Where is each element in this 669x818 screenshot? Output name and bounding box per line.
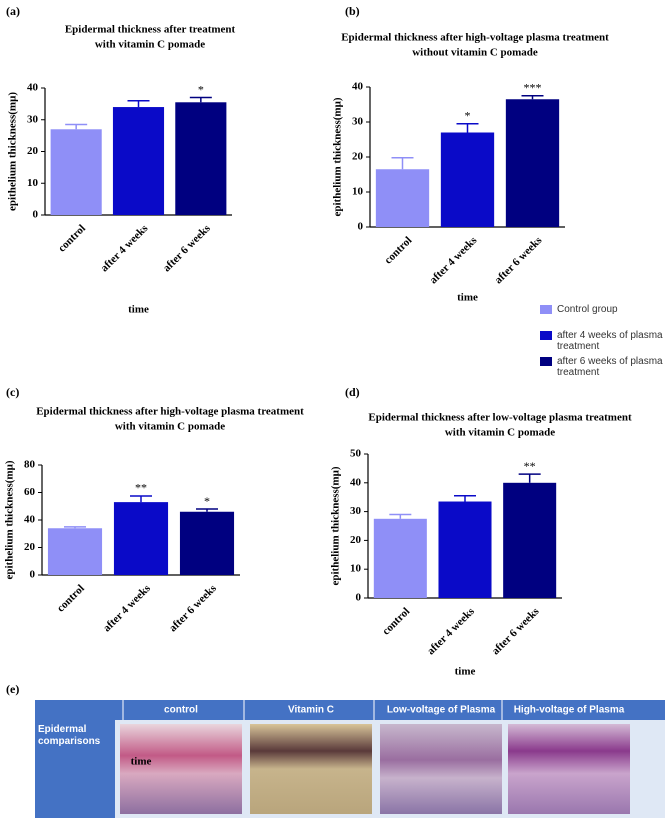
legend-entry: after 6 weeks of plasma treatment <box>557 356 663 378</box>
y-tick-label: 20 <box>352 151 364 163</box>
histology-image <box>120 724 242 814</box>
chart-title: with vitamin C pomade <box>445 427 555 439</box>
table-panel: (e) control Vitamin C Low-voltage of Plasm… <box>6 682 665 818</box>
x-axis-label: time <box>457 292 478 304</box>
y-tick-label: 10 <box>27 177 39 189</box>
panel-label: (a) <box>6 4 20 18</box>
x-tick-label: after 6 weeks <box>492 234 544 286</box>
column-header: control <box>164 705 198 716</box>
bar <box>503 482 557 598</box>
header-row <box>35 700 665 720</box>
bar <box>175 102 227 215</box>
row-header-cell: Epidermal comparisons <box>38 724 101 747</box>
chart-title: Epidermal thickness after high-voltage p… <box>341 32 609 44</box>
bar <box>440 132 495 227</box>
panel-label: (c) <box>6 385 19 399</box>
bar <box>179 511 235 575</box>
y-axis-label: epithelium thickness(mμ) <box>330 466 342 585</box>
y-tick-label: 0 <box>358 221 364 233</box>
y-axis-label: epithelium thickness(mμ) <box>7 92 19 211</box>
y-tick-label: 50 <box>350 448 362 460</box>
legend-swatch <box>540 305 552 314</box>
y-tick-label: 80 <box>24 459 36 471</box>
bar <box>113 502 169 575</box>
histology-image <box>508 724 630 814</box>
legend-entry: Control group <box>557 304 618 315</box>
histology-image <box>250 724 372 814</box>
significance: * <box>198 82 204 96</box>
significance: * <box>204 494 210 508</box>
significance: ** <box>135 481 147 495</box>
x-tick-label: after 4 weeks <box>427 234 479 286</box>
significance: ** <box>524 459 536 473</box>
x-tick-label: control <box>56 222 88 254</box>
bar <box>47 528 103 575</box>
chart-title: with vitamin C pomade <box>95 39 205 51</box>
legend-label: Control group <box>557 304 618 315</box>
x-tick-label: after 4 weeks <box>425 605 477 657</box>
x-tick-label: after 4 weeks <box>98 222 150 274</box>
y-tick-label: 40 <box>352 81 364 93</box>
x-axis-label: time <box>455 666 476 678</box>
y-tick-label: 40 <box>24 514 36 526</box>
row-header <box>35 720 115 818</box>
column-header: High-voltage of Plasma <box>514 705 625 716</box>
y-tick-label: 0 <box>356 592 362 604</box>
y-tick-label: 60 <box>24 486 36 498</box>
y-tick-label: 30 <box>350 505 362 517</box>
x-tick-label: control <box>382 234 414 266</box>
x-tick-label: control <box>55 582 87 614</box>
x-tick-label: after 4 weeks <box>101 582 153 634</box>
chart-title: with vitamin C pomade <box>115 421 225 433</box>
bar <box>505 99 560 227</box>
histology-image <box>380 724 502 814</box>
legend-label: after 4 weeks of plasma treatment <box>557 330 663 352</box>
y-tick-label: 0 <box>33 209 39 221</box>
x-tick-label: control <box>380 605 412 637</box>
chart-title: Epidermal thickness after treatment <box>65 24 236 36</box>
legend-swatch <box>540 331 552 340</box>
y-tick-label: 10 <box>352 186 364 198</box>
bar <box>373 518 427 598</box>
x-tick-label: after 6 weeks <box>161 222 213 274</box>
y-tick-label: 40 <box>350 476 362 488</box>
bar <box>438 501 492 598</box>
column-header: Vitamin C <box>288 705 334 716</box>
significance: * <box>465 109 471 123</box>
chart-title: without vitamin C pomade <box>412 47 538 59</box>
bar <box>50 129 102 215</box>
x-axis-label: time <box>128 304 149 316</box>
y-axis-label: epithelium thickness(mμ) <box>332 97 344 216</box>
legend-entry: after 4 weeks of plasma treatment <box>557 330 663 352</box>
legend-label: after 6 weeks of plasma treatment <box>557 356 663 378</box>
row-header-label: Epidermal comparisons <box>38 724 101 747</box>
x-axis-label: time <box>131 756 152 768</box>
panel-label: (b) <box>345 4 360 18</box>
bar <box>375 169 430 227</box>
x-tick-label: after 6 weeks <box>490 605 542 657</box>
panel-label: (e) <box>6 682 19 696</box>
column-header: Low-voltage of Plasma <box>387 705 496 716</box>
bar <box>112 107 165 215</box>
chart-title: Epidermal thickness after high-voltage p… <box>36 406 304 418</box>
y-tick-label: 20 <box>24 541 36 553</box>
chart-title: Epidermal thickness after low-voltage pl… <box>368 412 632 424</box>
legend-swatch <box>540 357 552 366</box>
y-tick-label: 30 <box>27 113 39 125</box>
y-tick-label: 30 <box>352 116 364 128</box>
x-tick-label: after 6 weeks <box>167 582 219 634</box>
y-tick-label: 10 <box>350 563 362 575</box>
legend: Control group after 4 weeks of plasma tre… <box>540 304 663 378</box>
significance: *** <box>524 81 542 95</box>
panel-label: (d) <box>345 385 360 399</box>
y-tick-label: 20 <box>350 534 362 546</box>
y-tick-label: 0 <box>30 569 36 581</box>
y-tick-label: 40 <box>27 82 39 94</box>
y-tick-label: 20 <box>27 145 39 157</box>
y-axis-label: epithelium thickness(mμ) <box>4 460 16 579</box>
